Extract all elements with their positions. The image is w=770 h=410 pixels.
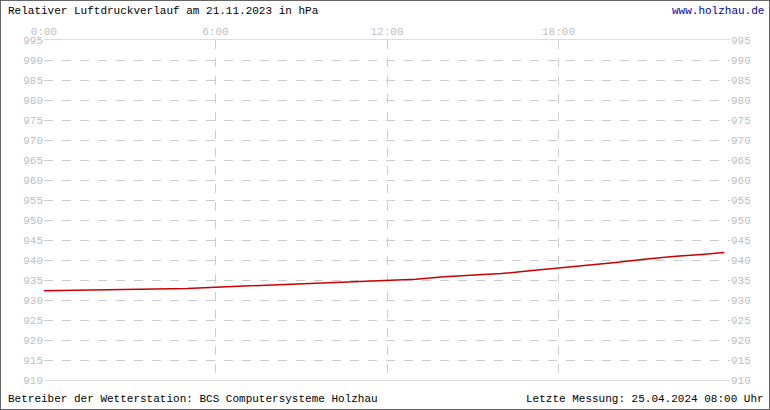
- svg-text:930: 930: [23, 295, 43, 307]
- svg-text:965: 965: [731, 155, 751, 167]
- svg-text:985: 985: [731, 75, 751, 87]
- svg-text:950: 950: [731, 215, 751, 227]
- svg-text:925: 925: [731, 315, 751, 327]
- svg-text:920: 920: [23, 335, 43, 347]
- svg-text:955: 955: [731, 195, 751, 207]
- svg-text:945: 945: [731, 235, 751, 247]
- svg-text:6:00: 6:00: [202, 26, 228, 38]
- svg-text:950: 950: [23, 215, 43, 227]
- svg-text:990: 990: [731, 55, 751, 67]
- svg-text:930: 930: [731, 295, 751, 307]
- svg-text:18:00: 18:00: [542, 26, 575, 38]
- svg-text:915: 915: [731, 355, 751, 367]
- svg-text:935: 935: [23, 275, 43, 287]
- svg-text:970: 970: [23, 135, 43, 147]
- svg-text:990: 990: [23, 55, 43, 67]
- svg-text:940: 940: [23, 255, 43, 267]
- svg-text:www.holzhau.de: www.holzhau.de: [672, 5, 764, 17]
- svg-text:985: 985: [23, 75, 43, 87]
- svg-text:995: 995: [23, 35, 43, 47]
- svg-text:Betreiber der Wetterstation: B: Betreiber der Wetterstation: BCS Compute…: [8, 393, 378, 405]
- svg-text:Relativer Luftdruckverlauf am: Relativer Luftdruckverlauf am 21.11.2023…: [8, 5, 319, 17]
- svg-text:910: 910: [23, 375, 43, 387]
- svg-text:915: 915: [23, 355, 43, 367]
- svg-text:955: 955: [23, 195, 43, 207]
- svg-text:910: 910: [731, 375, 751, 387]
- svg-text:960: 960: [731, 175, 751, 187]
- svg-text:995: 995: [731, 35, 751, 47]
- svg-text:965: 965: [23, 155, 43, 167]
- svg-text:945: 945: [23, 235, 43, 247]
- svg-text:960: 960: [23, 175, 43, 187]
- svg-text:Letzte Messung: 25.04.2024 08:: Letzte Messung: 25.04.2024 08:00 Uhr: [526, 393, 764, 405]
- svg-text:0:00: 0:00: [31, 26, 57, 38]
- svg-text:970: 970: [731, 135, 751, 147]
- svg-text:940: 940: [731, 255, 751, 267]
- svg-text:12:00: 12:00: [370, 26, 403, 38]
- svg-text:925: 925: [23, 315, 43, 327]
- svg-text:935: 935: [731, 275, 751, 287]
- svg-text:975: 975: [731, 115, 751, 127]
- svg-text:980: 980: [731, 95, 751, 107]
- svg-text:980: 980: [23, 95, 43, 107]
- svg-text:920: 920: [731, 335, 751, 347]
- svg-text:975: 975: [23, 115, 43, 127]
